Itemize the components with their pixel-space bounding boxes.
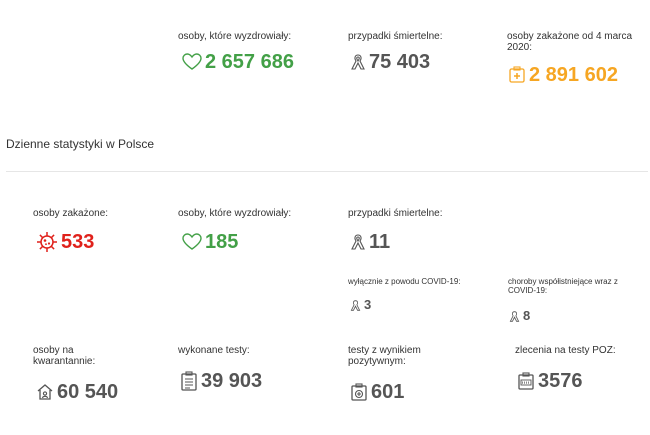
house-icon: [36, 383, 54, 401]
daily-infected-value: 533: [36, 231, 94, 253]
summary-infected-label: osoby zakażone od 4 marca 2020:: [507, 31, 633, 53]
ribbon-icon: [350, 233, 366, 251]
ribbon-icon: [509, 310, 520, 323]
daily-recovered-label: osoby, które wyzdrowiały:: [178, 208, 292, 219]
daily-deaths-covid-number: 3: [364, 297, 372, 312]
test-positive-icon: [350, 383, 368, 401]
daily-positive-number: 601: [371, 381, 405, 403]
daily-recovered-number: 185: [205, 231, 239, 253]
daily-tests-value: 39 903: [180, 370, 262, 392]
medical-kit-icon: [508, 66, 526, 84]
summary-deaths-number: 75 403: [369, 51, 431, 73]
ribbon-icon: [350, 53, 366, 71]
daily-deaths-number: 11: [369, 231, 391, 253]
section-divider: [6, 171, 648, 172]
daily-quarantine-number: 60 540: [57, 381, 119, 403]
daily-poz-label: zlecenia na testy POZ:: [515, 345, 616, 356]
heart-outline-icon: [182, 233, 202, 251]
daily-tests-label: wykonane testy:: [178, 345, 250, 356]
ribbon-icon: [350, 299, 361, 312]
daily-deaths-covid-label: wyłącznie z powodu COVID-19:: [348, 277, 461, 286]
heart-outline-icon: [182, 53, 202, 71]
daily-deaths-comorbid-value: 8: [509, 309, 530, 323]
daily-quarantine-value: 60 540: [36, 381, 118, 403]
daily-section-title: Dzienne statystyki w Polsce: [6, 137, 155, 151]
poz-referral-icon: [517, 372, 535, 390]
daily-deaths-label: przypadki śmiertelne:: [348, 208, 443, 219]
summary-recovered-label: osoby, które wyzdrowiały:: [178, 31, 292, 42]
daily-positive-label: testy z wynikiem pozytywnym:: [348, 345, 421, 367]
summary-deaths-value: 75 403: [350, 51, 430, 73]
daily-positive-value: 601: [350, 381, 404, 403]
daily-infected-number: 533: [61, 231, 95, 253]
clipboard-icon: [180, 371, 198, 391]
daily-poz-number: 3576: [538, 370, 583, 392]
daily-deaths-covid-value: 3: [350, 298, 371, 312]
summary-deaths-label: przypadki śmiertelne:: [348, 31, 443, 42]
daily-recovered-value: 185: [182, 231, 238, 253]
summary-infected-number: 2 891 602: [529, 64, 618, 86]
daily-deaths-comorbid-label: choroby współistniejące wraz z COVID-19:: [508, 277, 618, 295]
daily-poz-value: 3576: [517, 370, 583, 392]
summary-recovered-value: 2 657 686: [182, 51, 294, 73]
summary-recovered-number: 2 657 686: [205, 51, 294, 73]
daily-infected-label: osoby zakażone:: [33, 208, 109, 219]
daily-tests-number: 39 903: [201, 370, 263, 392]
daily-deaths-comorbid-number: 8: [523, 308, 531, 323]
virus-icon: [36, 231, 58, 253]
summary-infected-value: 2 891 602: [508, 64, 618, 86]
daily-quarantine-label: osoby na kwarantannie:: [33, 345, 96, 367]
daily-deaths-value: 11: [350, 231, 390, 253]
